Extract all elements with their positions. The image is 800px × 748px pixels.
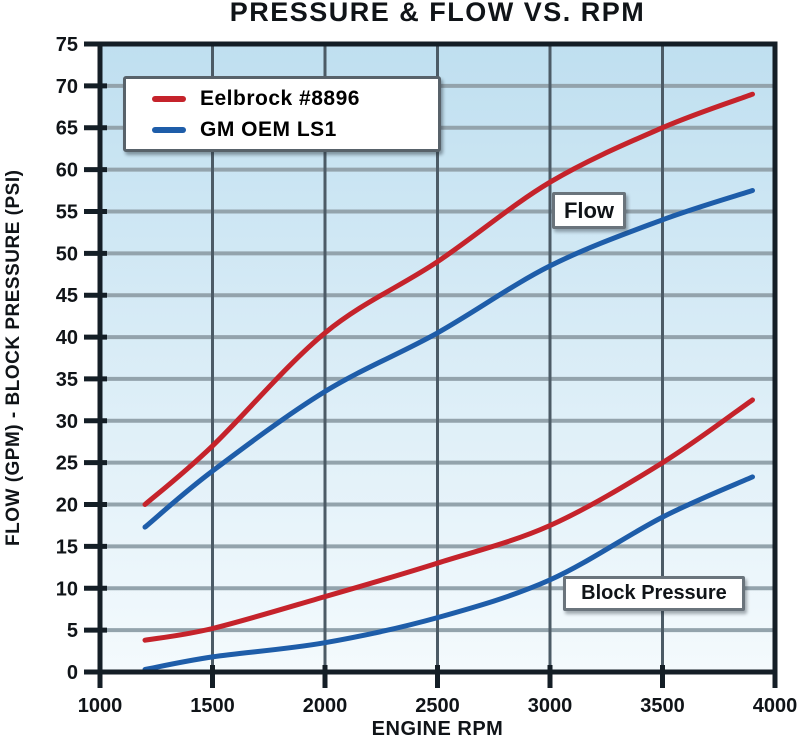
x-tick-label: 2500 (415, 695, 460, 717)
flow-annotation-label: Flow (552, 192, 626, 229)
y-tick-label: 10 (56, 578, 78, 600)
y-tick-label: 75 (56, 34, 78, 56)
x-tick-label: 4000 (753, 695, 798, 717)
y-tick-label: 20 (56, 495, 78, 517)
y-tick-label: 45 (56, 285, 78, 307)
chart-title: PRESSURE & FLOW VS. RPM (229, 0, 646, 27)
x-axis-title: ENGINE RPM (371, 718, 504, 740)
curve-gm-oem-ls1-flow (142, 188, 755, 530)
block-pressure-annotation-label: Block Pressure (563, 576, 745, 611)
legend-label-eelbrock: Eelbrock #8896 (200, 86, 360, 110)
y-tick-label: 35 (56, 369, 78, 391)
legend-item-eelbrock: Eelbrock #8896 (152, 87, 438, 111)
x-tick-label: 3000 (528, 695, 573, 717)
x-tick-label: 1500 (190, 695, 235, 717)
y-tick-label: 60 (56, 160, 78, 182)
legend-item-gm-oem: GM OEM LS1 (152, 118, 438, 142)
legend-swatch-blue-icon (152, 126, 186, 133)
y-tick-label: 15 (56, 536, 78, 558)
x-tick-label: 2000 (303, 695, 348, 717)
x-tick-label: 3500 (640, 695, 685, 717)
y-tick-label: 70 (56, 76, 78, 98)
y-tick-label: 65 (56, 118, 78, 140)
curve-eelbrock-8896-flow (142, 91, 755, 507)
legend-box: Eelbrock #8896 GM OEM LS1 (123, 76, 441, 152)
y-tick-label: 5 (67, 620, 78, 642)
legend-swatch-red-icon (152, 95, 186, 102)
y-tick-label: 55 (56, 201, 78, 223)
y-tick-label: 25 (56, 453, 78, 475)
y-tick-label: 30 (56, 411, 78, 433)
y-tick-label: 0 (67, 662, 78, 684)
y-tick-label: 40 (56, 327, 78, 349)
y-tick-label: 50 (56, 243, 78, 265)
x-tick-label: 1000 (78, 695, 123, 717)
curve-gm-oem-ls1-block-pressure (142, 474, 755, 672)
legend-label-gm-oem: GM OEM LS1 (200, 117, 337, 141)
curve-eelbrock-8896-block-pressure (142, 397, 755, 643)
